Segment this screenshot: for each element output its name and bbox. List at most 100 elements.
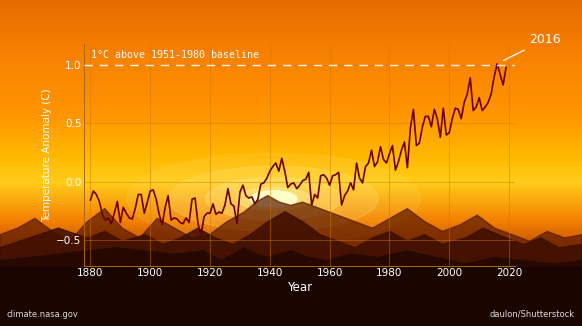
Bar bbox=[0, 159, 582, 160]
Bar bbox=[0, 38, 582, 39]
Bar bbox=[0, 22, 582, 23]
Bar bbox=[0, 212, 582, 213]
Bar bbox=[0, 296, 582, 297]
Ellipse shape bbox=[237, 187, 310, 210]
Bar bbox=[0, 218, 582, 219]
Bar bbox=[0, 85, 582, 86]
Bar bbox=[0, 302, 582, 303]
Bar bbox=[0, 236, 582, 237]
Bar bbox=[0, 173, 582, 174]
Bar bbox=[0, 232, 582, 234]
Bar bbox=[0, 102, 582, 103]
Bar bbox=[0, 199, 582, 200]
Bar bbox=[0, 82, 582, 84]
Bar bbox=[0, 13, 582, 14]
Bar bbox=[0, 60, 582, 61]
Bar bbox=[0, 167, 582, 169]
Bar bbox=[0, 303, 582, 304]
Bar bbox=[0, 37, 582, 38]
Bar bbox=[0, 54, 582, 55]
Bar bbox=[0, 58, 582, 59]
Bar bbox=[0, 107, 582, 108]
Bar bbox=[0, 247, 582, 248]
Bar bbox=[0, 15, 582, 16]
Bar bbox=[0, 162, 582, 163]
Bar bbox=[0, 154, 582, 156]
Bar bbox=[0, 251, 582, 252]
Bar bbox=[0, 125, 582, 126]
Bar bbox=[0, 141, 582, 142]
Bar bbox=[0, 114, 582, 115]
X-axis label: Year: Year bbox=[287, 281, 313, 294]
Bar bbox=[0, 313, 582, 314]
Bar bbox=[0, 100, 582, 101]
Bar bbox=[0, 197, 582, 198]
Bar bbox=[0, 32, 582, 33]
Bar bbox=[0, 267, 582, 268]
Bar bbox=[0, 19, 582, 20]
Bar bbox=[0, 23, 582, 24]
Bar bbox=[0, 74, 582, 75]
Bar bbox=[0, 315, 582, 316]
Bar bbox=[0, 250, 582, 251]
Bar bbox=[0, 323, 582, 324]
Bar bbox=[0, 289, 582, 290]
Bar bbox=[0, 161, 582, 162]
Bar bbox=[0, 20, 582, 21]
Bar bbox=[0, 28, 582, 29]
Bar bbox=[0, 272, 582, 273]
Bar bbox=[0, 160, 582, 161]
Bar bbox=[0, 91, 582, 92]
Bar bbox=[0, 128, 582, 129]
Bar bbox=[0, 260, 582, 261]
Text: 1°C above 1951-1980 baseline: 1°C above 1951-1980 baseline bbox=[91, 50, 259, 60]
Bar bbox=[0, 30, 582, 32]
Bar bbox=[0, 312, 582, 313]
Bar bbox=[0, 46, 582, 47]
Bar bbox=[0, 192, 582, 193]
Bar bbox=[0, 96, 582, 97]
Bar bbox=[0, 206, 582, 208]
Text: 2016: 2016 bbox=[530, 33, 561, 46]
Bar bbox=[0, 39, 582, 40]
Bar bbox=[0, 94, 582, 95]
Bar bbox=[0, 126, 582, 127]
Bar bbox=[0, 208, 582, 209]
Bar bbox=[0, 203, 582, 204]
Bar bbox=[0, 325, 582, 326]
Bar bbox=[0, 4, 582, 6]
Bar bbox=[0, 136, 582, 137]
Bar bbox=[0, 113, 582, 114]
Bar bbox=[0, 185, 582, 186]
Bar bbox=[0, 79, 582, 81]
Bar bbox=[0, 314, 582, 315]
Bar bbox=[0, 180, 582, 182]
Bar bbox=[0, 310, 582, 311]
Bar bbox=[0, 300, 582, 301]
Bar bbox=[0, 219, 582, 221]
Bar bbox=[0, 17, 582, 19]
Bar bbox=[0, 217, 582, 218]
Bar bbox=[0, 176, 582, 177]
Bar bbox=[0, 210, 582, 211]
Bar bbox=[0, 239, 582, 240]
Bar bbox=[0, 62, 582, 63]
Bar bbox=[0, 285, 582, 286]
Bar bbox=[0, 177, 582, 178]
Bar bbox=[0, 215, 582, 216]
Bar bbox=[0, 221, 582, 222]
Bar bbox=[0, 228, 582, 229]
Bar bbox=[0, 322, 582, 323]
Bar bbox=[0, 0, 582, 1]
Bar bbox=[0, 231, 582, 232]
Bar bbox=[0, 140, 582, 141]
Polygon shape bbox=[0, 196, 582, 326]
Bar bbox=[0, 179, 582, 180]
Bar bbox=[0, 10, 582, 11]
Bar bbox=[0, 64, 582, 65]
Bar bbox=[0, 223, 582, 224]
Ellipse shape bbox=[127, 153, 420, 244]
Bar bbox=[0, 139, 582, 140]
Bar bbox=[0, 277, 582, 278]
Bar bbox=[0, 1, 582, 2]
